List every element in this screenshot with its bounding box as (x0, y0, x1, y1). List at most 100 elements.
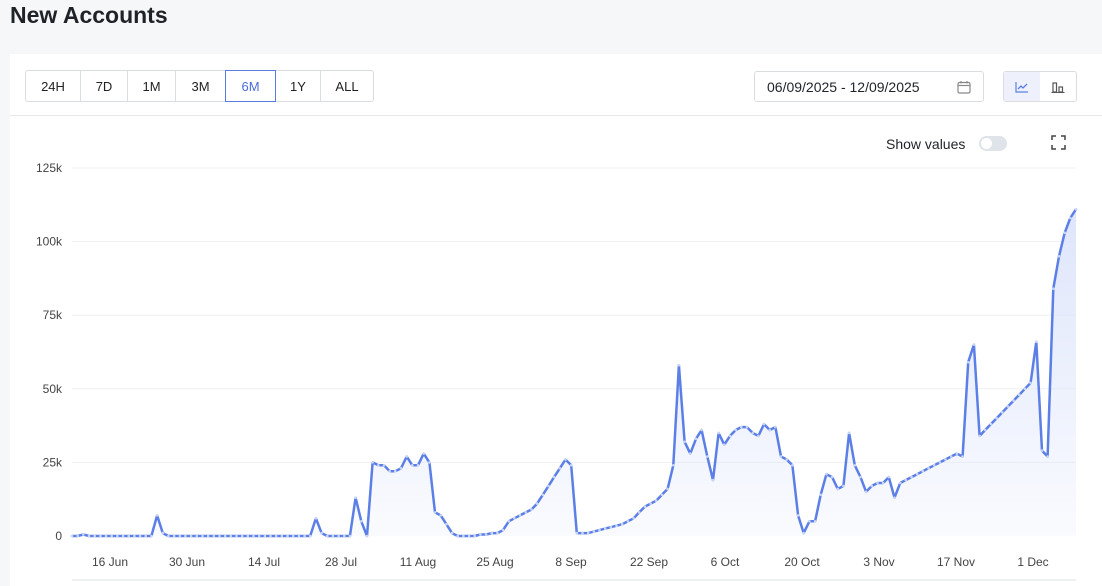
data-point[interactable] (734, 428, 737, 432)
data-point[interactable] (995, 416, 998, 420)
data-point[interactable] (337, 534, 340, 538)
data-point[interactable] (728, 434, 732, 438)
data-point[interactable] (966, 361, 970, 364)
bar-view-button[interactable] (1040, 72, 1076, 101)
data-point[interactable] (178, 534, 182, 538)
data-point[interactable] (240, 534, 244, 538)
data-point[interactable] (144, 534, 147, 538)
data-point[interactable] (1006, 405, 1010, 408)
data-point[interactable] (910, 475, 913, 479)
data-point[interactable] (830, 475, 834, 479)
data-point[interactable] (672, 464, 675, 467)
data-point[interactable] (751, 431, 754, 435)
data-point[interactable] (677, 363, 681, 367)
data-point[interactable] (377, 464, 380, 467)
data-point[interactable] (876, 481, 879, 485)
data-point[interactable] (450, 531, 454, 535)
data-point[interactable] (150, 534, 153, 538)
data-point[interactable] (172, 534, 176, 538)
data-point[interactable] (1069, 216, 1072, 220)
data-point[interactable] (904, 478, 908, 482)
range-3m-button[interactable]: 3M (175, 70, 226, 102)
data-point[interactable] (949, 455, 953, 458)
data-point[interactable] (813, 520, 817, 523)
range-6m-button[interactable]: 6M (225, 70, 276, 102)
date-range-picker[interactable]: 06/09/2025 - 12/09/2025 (754, 71, 984, 102)
data-point[interactable] (235, 534, 238, 538)
data-point[interactable] (785, 458, 788, 461)
data-point[interactable] (825, 472, 828, 476)
data-point[interactable] (1018, 393, 1021, 397)
data-point[interactable] (513, 517, 516, 520)
data-point[interactable] (138, 534, 142, 538)
data-point[interactable] (167, 534, 170, 538)
data-point[interactable] (654, 499, 658, 503)
data-point[interactable] (921, 469, 925, 473)
data-point[interactable] (399, 467, 403, 470)
data-point[interactable] (456, 534, 460, 538)
data-point[interactable] (978, 434, 981, 438)
data-point[interactable] (530, 508, 533, 511)
data-point[interactable] (989, 422, 993, 426)
data-point[interactable] (490, 531, 494, 535)
data-point[interactable] (274, 534, 278, 538)
data-point[interactable] (229, 534, 233, 538)
data-point[interactable] (320, 531, 323, 535)
data-point[interactable] (439, 514, 443, 517)
data-point[interactable] (428, 461, 431, 464)
data-point[interactable] (133, 534, 136, 538)
data-point[interactable] (796, 514, 800, 517)
data-point[interactable] (643, 505, 647, 508)
data-point[interactable] (632, 517, 635, 520)
data-point[interactable] (598, 528, 601, 532)
data-point[interactable] (411, 464, 414, 467)
data-point[interactable] (887, 475, 891, 479)
data-point[interactable] (609, 525, 613, 529)
data-point[interactable] (938, 461, 942, 464)
data-point[interactable] (774, 425, 777, 429)
data-point[interactable] (757, 434, 760, 438)
data-point[interactable] (445, 522, 448, 526)
data-point[interactable] (660, 493, 664, 497)
data-point[interactable] (223, 534, 227, 538)
data-point[interactable] (291, 534, 295, 538)
data-point[interactable] (768, 428, 771, 432)
data-point[interactable] (82, 533, 85, 536)
data-point[interactable] (405, 455, 409, 458)
data-point[interactable] (212, 534, 216, 538)
data-point[interactable] (382, 464, 386, 467)
data-point[interactable] (745, 425, 749, 429)
data-point[interactable] (161, 531, 165, 535)
data-point[interactable] (723, 443, 726, 447)
data-point[interactable] (1052, 287, 1055, 291)
data-point[interactable] (666, 487, 669, 491)
data-point[interactable] (388, 469, 391, 473)
data-point[interactable] (326, 534, 329, 538)
data-point[interactable] (972, 343, 976, 346)
data-point[interactable] (859, 475, 862, 479)
data-point[interactable] (257, 534, 261, 538)
data-point[interactable] (371, 461, 374, 464)
data-point[interactable] (1063, 231, 1066, 235)
data-point[interactable] (864, 490, 868, 494)
data-point[interactable] (927, 467, 930, 470)
data-point[interactable] (649, 502, 652, 505)
data-point[interactable] (626, 520, 630, 523)
data-point[interactable] (881, 481, 885, 485)
data-point[interactable] (717, 431, 720, 435)
data-point[interactable] (507, 520, 511, 523)
data-point[interactable] (683, 440, 686, 444)
data-point[interactable] (983, 428, 987, 432)
range-24h-button[interactable]: 24H (25, 70, 81, 102)
data-point[interactable] (121, 534, 125, 538)
data-point[interactable] (853, 464, 857, 467)
data-point[interactable] (637, 511, 641, 514)
data-point[interactable] (280, 534, 284, 538)
data-point[interactable] (779, 455, 783, 458)
data-point[interactable] (473, 534, 477, 538)
data-point[interactable] (1057, 254, 1061, 258)
data-point[interactable] (689, 452, 692, 455)
data-point[interactable] (535, 502, 539, 505)
data-point[interactable] (586, 531, 590, 535)
data-point[interactable] (252, 534, 255, 538)
